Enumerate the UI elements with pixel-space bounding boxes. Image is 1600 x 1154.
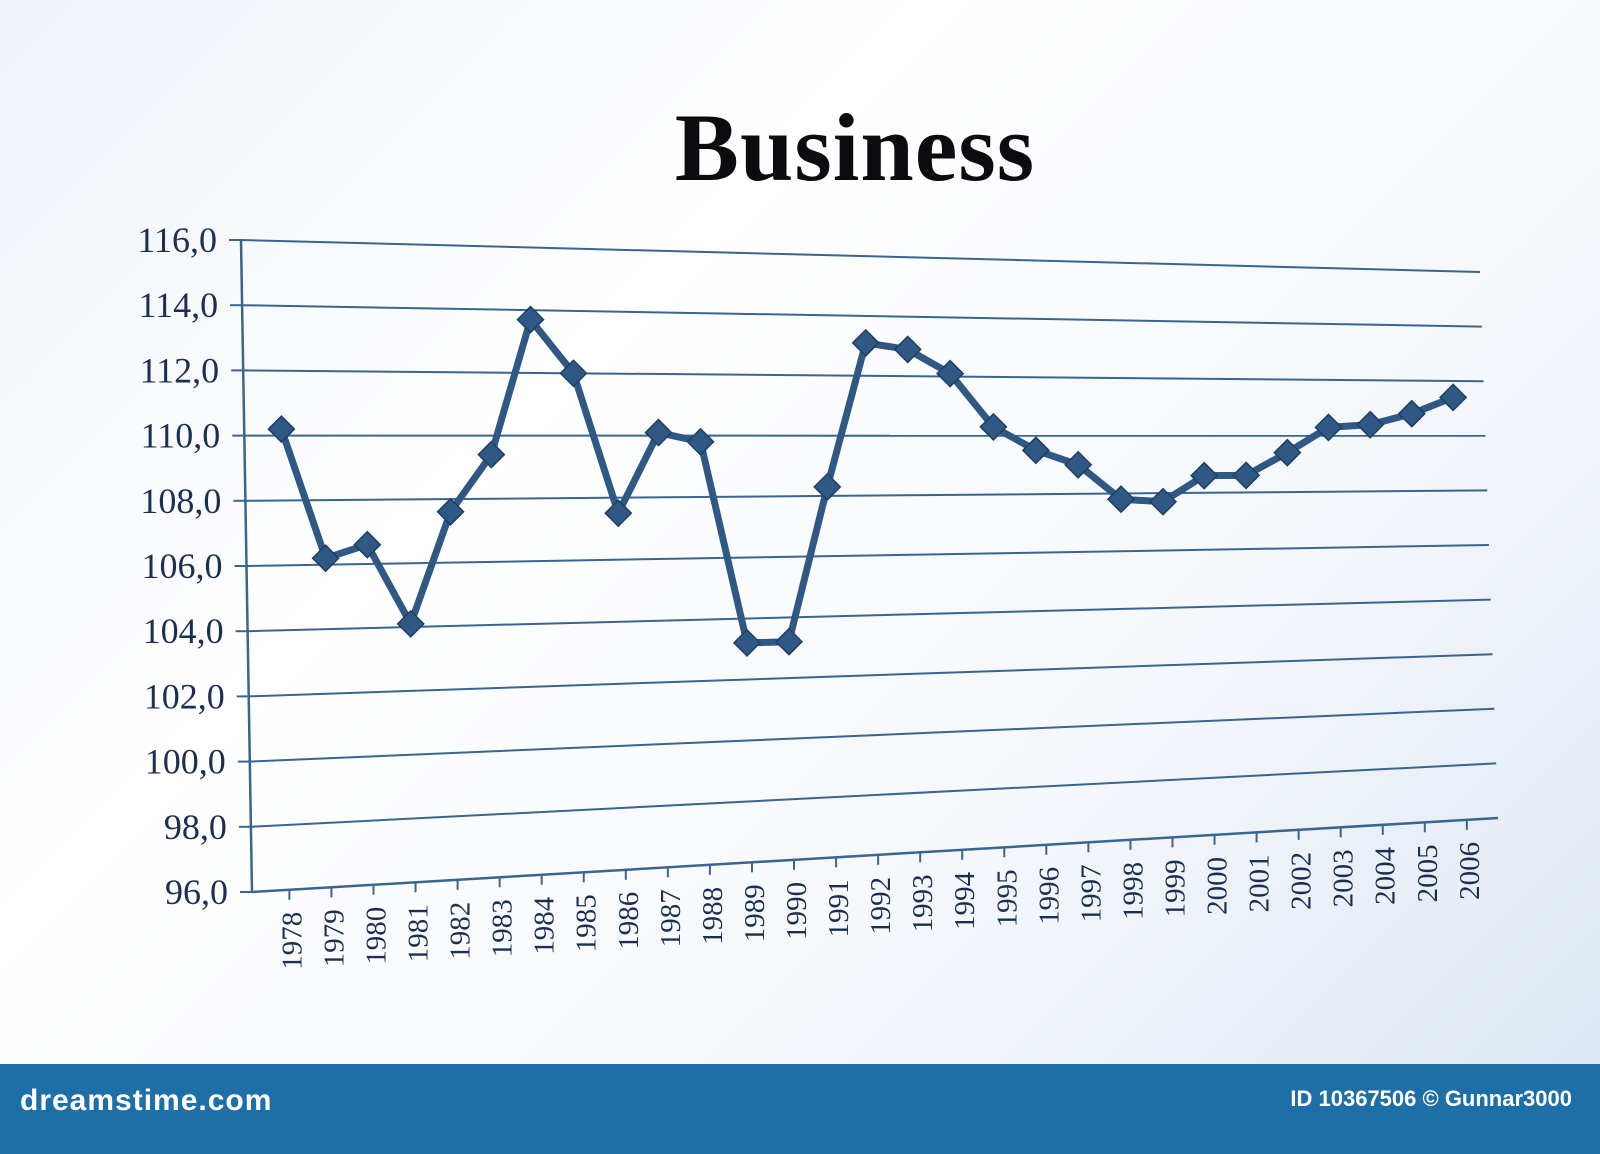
data-point-marker <box>1190 461 1219 490</box>
x-tick-label: 1983 <box>487 899 519 957</box>
data-point-marker <box>1148 487 1178 516</box>
data-point-marker <box>396 609 425 638</box>
x-tick-label: 1997 <box>1075 864 1107 922</box>
x-tick-label: 1999 <box>1159 859 1191 917</box>
x-axis <box>251 816 1499 894</box>
image-credit: ID 10367506 © Gunnar3000 <box>1290 1086 1572 1111</box>
y-tick-label: 104,0 <box>143 611 224 651</box>
data-point-marker <box>1314 413 1343 442</box>
x-tick-label: 2006 <box>1454 842 1486 900</box>
x-tick-label: 1996 <box>1033 867 1065 925</box>
y-tick-label: 110,0 <box>141 416 221 456</box>
gridline <box>247 598 1491 633</box>
gridline <box>240 239 1481 273</box>
line-chart: 96,0 98,0 100,0 102,0 104,0 106,0 108,0 110,0 11… <box>137 220 1499 970</box>
data-point-marker <box>1232 461 1261 490</box>
data-point-marker <box>559 359 588 388</box>
data-point-marker <box>1273 438 1302 467</box>
data-point-marker <box>1106 485 1136 514</box>
y-tick-label: 112,0 <box>140 350 220 390</box>
data-point-marker <box>774 627 804 656</box>
x-tick-label: 1993 <box>907 874 939 932</box>
x-tick-label: 1989 <box>739 884 771 942</box>
data-point-marker <box>851 328 880 357</box>
data-point-marker <box>311 544 340 573</box>
data-point-marker <box>936 359 965 388</box>
gridline <box>242 304 1482 328</box>
data-point-marker <box>267 415 296 444</box>
brand-logo-text: dreamstime.com <box>20 1084 273 1117</box>
gridline <box>243 369 1484 383</box>
data-point-marker <box>732 628 762 657</box>
data-point-marker <box>353 530 382 559</box>
data-point-marker <box>644 418 673 447</box>
x-tick-label: 1982 <box>445 902 477 960</box>
x-tick-label: 1987 <box>655 889 687 947</box>
gridline <box>250 762 1497 828</box>
series-line <box>278 316 1455 647</box>
y-tick-label: 96,0 <box>165 872 228 912</box>
y-tick-label: 108,0 <box>140 481 221 521</box>
x-tick-label: 1992 <box>865 877 897 935</box>
y-axis <box>239 239 254 893</box>
data-point-marker <box>1439 383 1468 412</box>
x-tick-label: 1980 <box>360 907 392 965</box>
y-tick-label: 114,0 <box>138 285 218 325</box>
chart-title: Business <box>674 94 1036 201</box>
gridline <box>245 489 1488 502</box>
data-point-marker <box>604 499 633 528</box>
y-tick-label: 100,0 <box>145 742 226 782</box>
x-tick-label: 1994 <box>949 871 981 930</box>
data-point-marker <box>813 472 842 501</box>
y-tick-label: 98,0 <box>164 807 227 847</box>
data-point-marker <box>1356 410 1385 439</box>
x-tick-label: 1979 <box>318 909 350 967</box>
x-tick-label: 2001 <box>1244 854 1276 912</box>
y-tick-label: 106,0 <box>142 546 223 586</box>
x-tick-label: 1984 <box>529 896 561 955</box>
data-point-marker <box>1021 436 1050 465</box>
x-tick-label: 1998 <box>1117 862 1149 920</box>
chart-screen: Business 96,0 98,0 100,0 102,0 104,0 106,0 108… <box>0 0 1600 1064</box>
y-tick-label: 116,0 <box>137 220 217 260</box>
data-point-marker <box>686 427 715 456</box>
x-tick-label: 2004 <box>1370 846 1402 905</box>
x-tick-label: 1995 <box>991 869 1023 927</box>
data-point-marker <box>1064 450 1093 479</box>
x-tick-label: 1988 <box>697 887 729 945</box>
data-point-marker <box>516 305 545 334</box>
gridline <box>246 544 1490 567</box>
x-tick-label: 2005 <box>1412 844 1444 902</box>
data-point-marker <box>1397 399 1426 428</box>
x-tick-label: 1981 <box>403 904 435 962</box>
x-tick-label: 1991 <box>823 879 855 937</box>
x-tick-label: 2002 <box>1286 852 1318 910</box>
x-tick-label: 1986 <box>613 892 645 950</box>
gridline <box>248 653 1493 698</box>
data-point-marker <box>477 440 506 469</box>
x-tick-label: 1985 <box>571 894 603 952</box>
data-point-marker <box>979 412 1008 441</box>
y-tick-label: 102,0 <box>144 676 225 716</box>
data-point-marker <box>436 497 465 526</box>
gridline <box>249 707 1495 763</box>
x-tick-label: 1990 <box>781 882 813 940</box>
footer-bar: dreamstime.com ID 10367506 © Gunnar3000 <box>0 1064 1600 1154</box>
x-tick-label: 1978 <box>276 912 308 970</box>
x-tick-label: 2003 <box>1328 849 1360 907</box>
data-point-marker <box>893 335 922 364</box>
x-tick-label: 2000 <box>1202 857 1234 915</box>
